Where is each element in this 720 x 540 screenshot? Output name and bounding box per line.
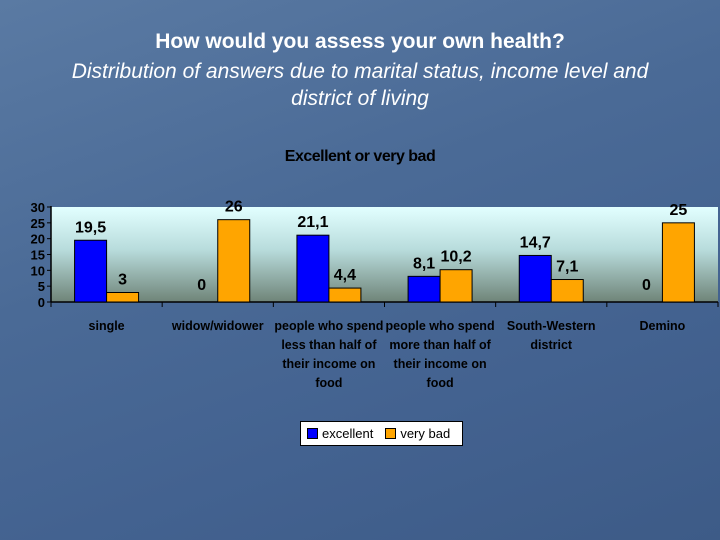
data-label: 19,5	[75, 219, 106, 236]
data-label: 0	[197, 277, 206, 294]
data-label: 3	[118, 272, 127, 289]
data-label: 10,2	[441, 249, 472, 266]
y-tick-label: 5	[38, 279, 45, 294]
data-label: 4,4	[334, 267, 356, 284]
data-label: 25	[670, 202, 688, 219]
y-tick-label: 30	[31, 200, 45, 215]
y-tick-label: 10	[31, 263, 45, 278]
x-category-label: single	[88, 319, 125, 333]
legend-label-excellent: excellent	[322, 426, 374, 441]
y-tick-label: 15	[31, 248, 45, 263]
data-label: 14,7	[520, 234, 551, 251]
bar-very-bad	[328, 287, 362, 303]
bar-very-bad	[661, 222, 695, 303]
bar-very-bad	[217, 219, 251, 303]
x-category-label: Demino	[639, 319, 686, 333]
x-category-label: South-Western district	[506, 319, 596, 352]
x-category-label: people who spend more than half of their…	[385, 319, 495, 390]
legend-swatch-excellent	[307, 428, 318, 439]
data-label: 8,1	[413, 255, 435, 272]
bar-excellent	[296, 234, 330, 303]
bar-excellent	[518, 254, 552, 303]
data-label: 0	[642, 277, 651, 294]
data-label: 26	[225, 199, 243, 216]
data-label: 21,1	[297, 214, 328, 231]
bar-excellent	[407, 275, 441, 303]
slide-title: How would you assess your own health?	[155, 30, 565, 53]
slide-subtitle: Distribution of answers due to marital s…	[71, 60, 649, 110]
y-tick-label: 0	[38, 295, 45, 310]
x-category-label: widow/widower	[171, 319, 264, 333]
y-tick-label: 20	[31, 232, 45, 247]
data-label: 7,1	[556, 259, 578, 276]
bar-very-bad	[106, 292, 140, 303]
chart-title: Excellent or very bad	[284, 148, 436, 165]
legend-label-very-bad: very bad	[400, 426, 451, 441]
legend-swatch-very-bad	[385, 428, 397, 439]
bar-very-bad	[550, 279, 584, 303]
bar-excellent	[74, 239, 108, 303]
x-category-label: people who spend less than half of their…	[274, 319, 384, 390]
y-tick-label: 25	[31, 216, 45, 231]
legend: excellent very bad	[300, 421, 463, 446]
plot-area	[51, 207, 718, 302]
bar-very-bad	[439, 269, 473, 303]
